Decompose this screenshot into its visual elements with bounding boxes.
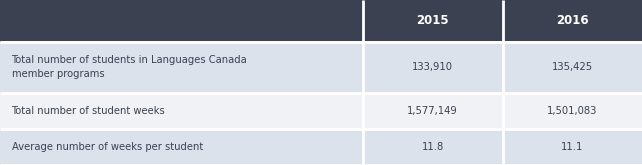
Bar	[0, 0, 363, 42]
Text: Total number of student weeks: Total number of student weeks	[12, 106, 165, 116]
Text: 2015: 2015	[417, 14, 449, 27]
Text: Total number of students in Languages Canada
member programs: Total number of students in Languages Ca…	[12, 55, 247, 80]
Bar	[503, 129, 642, 165]
Bar	[0, 42, 363, 93]
Bar	[503, 93, 642, 129]
Text: 2016: 2016	[556, 14, 589, 27]
Text: Average number of weeks per student: Average number of weeks per student	[12, 142, 203, 152]
Bar	[503, 42, 642, 93]
Bar	[0, 129, 363, 165]
Bar	[503, 0, 642, 42]
Text: 133,910: 133,910	[412, 63, 453, 72]
Bar	[363, 93, 503, 129]
Bar	[363, 42, 503, 93]
Bar	[0, 93, 363, 129]
Text: 135,425: 135,425	[551, 63, 593, 72]
Text: 11.8: 11.8	[422, 142, 444, 152]
Text: 1,501,083: 1,501,083	[547, 106, 598, 116]
Text: 1,577,149: 1,577,149	[407, 106, 458, 116]
Bar	[363, 129, 503, 165]
Text: 11.1: 11.1	[561, 142, 584, 152]
Bar	[363, 0, 503, 42]
